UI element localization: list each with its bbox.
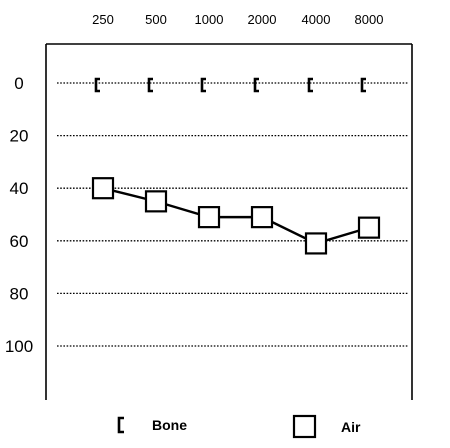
air-marker	[91, 177, 115, 200]
legend-bone-marker	[117, 416, 124, 434]
bone-marker	[253, 77, 259, 93]
air-series-line	[102, 187, 370, 245]
x-tick-label: 8000	[355, 12, 384, 27]
x-tick-label: 250	[92, 12, 114, 27]
air-marker	[357, 216, 381, 239]
legend-air-marker	[292, 414, 317, 439]
x-tick-label: 500	[145, 12, 167, 27]
air-marker	[197, 206, 221, 229]
air-line	[102, 187, 370, 245]
y-tick-label: 80	[10, 284, 29, 303]
y-tick-label: 0	[14, 74, 23, 93]
y-tick-label: 40	[10, 179, 29, 198]
bone-marker	[94, 77, 100, 93]
legend-bone-label: Bone	[152, 417, 187, 433]
x-tick-label: 4000	[302, 12, 331, 27]
bone-marker	[360, 77, 366, 93]
x-tick-labels: 250 500 1000 2000 4000 8000	[92, 12, 383, 27]
y-tick-label: 20	[10, 127, 29, 146]
x-tick-label: 1000	[195, 12, 224, 27]
legend-air-label: Air	[341, 419, 361, 435]
y-tick-label: 100	[5, 337, 33, 356]
x-tick-label: 2000	[248, 12, 277, 27]
legend: Bone Air	[117, 414, 361, 439]
bone-marker	[307, 77, 313, 93]
y-tick-label: 60	[10, 232, 29, 251]
bone-marker	[200, 77, 206, 93]
y-tick-labels: 0 20 40 60 80 100	[5, 74, 33, 356]
air-marker	[250, 206, 274, 229]
air-marker	[304, 232, 328, 255]
grid-lines	[57, 82, 408, 347]
series-markers	[91, 77, 381, 255]
bone-marker	[147, 77, 153, 93]
air-marker	[144, 190, 168, 213]
